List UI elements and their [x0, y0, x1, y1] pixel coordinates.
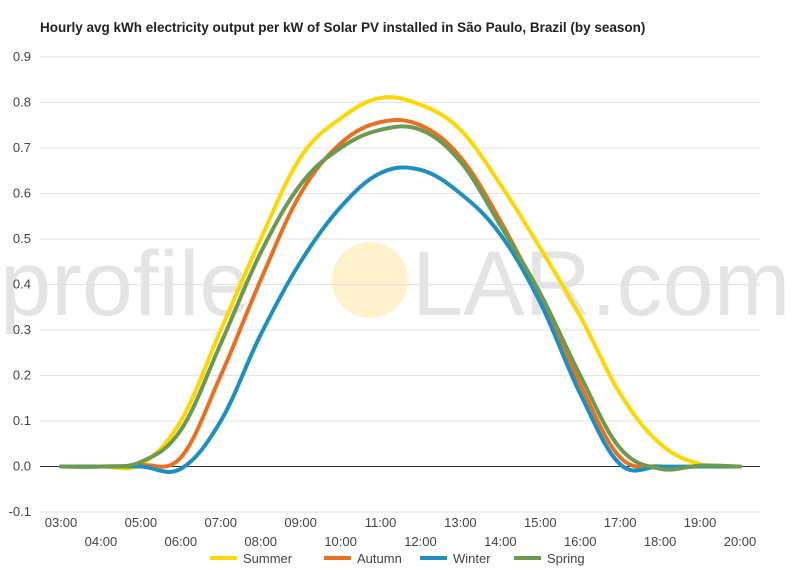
- watermark-sun-icon: [332, 242, 408, 318]
- x-tick-label: 12:00: [404, 534, 437, 549]
- x-tick-label: 07:00: [204, 515, 237, 530]
- y-tick-label: 0.5: [13, 231, 31, 246]
- x-tick-label: 16:00: [564, 534, 597, 549]
- x-tick-label: 05:00: [125, 515, 158, 530]
- legend: Summer Autumn Winter Spring: [210, 551, 585, 566]
- x-tick-label: 17:00: [604, 515, 637, 530]
- x-tick-label: 19:00: [684, 515, 717, 530]
- legend-label-winter: Winter: [453, 551, 491, 566]
- y-tick-label: 0.3: [13, 322, 31, 337]
- y-tick-label: 0.4: [13, 277, 31, 292]
- chart-title: Hourly avg kWh electricity output per kW…: [40, 20, 645, 35]
- x-tick-label: 03:00: [45, 515, 78, 530]
- grid: [40, 56, 760, 513]
- series-line-winter: [59, 165, 742, 474]
- x-axis-ticks: 03:00 04:00 05:00 06:00 07:00 08:00 09:00 10:00…: [45, 515, 757, 549]
- x-tick-label: 06:00: [165, 534, 198, 549]
- x-tick-label: 10:00: [324, 534, 357, 549]
- series-line-spring: [59, 124, 742, 472]
- legend-label-summer: Summer: [243, 551, 293, 566]
- x-tick-label: 08:00: [244, 534, 277, 549]
- legend-label-spring: Spring: [547, 551, 585, 566]
- y-tick-label: -0.1: [9, 504, 31, 519]
- y-axis-ticks: -0.1 0.0 0.1 0.2 0.3 0.4 0.5 0.6 0.7 0.8 0.9: [9, 49, 31, 519]
- series-lines: [59, 95, 742, 474]
- x-tick-label: 18:00: [644, 534, 677, 549]
- y-tick-label: 0.1: [13, 413, 31, 428]
- series-line-autumn: [59, 117, 742, 470]
- x-tick-label: 15:00: [524, 515, 557, 530]
- x-tick-label: 09:00: [284, 515, 317, 530]
- y-tick-label: 0.7: [13, 140, 31, 155]
- y-tick-label: 0.0: [13, 459, 31, 474]
- y-tick-label: 0.6: [13, 186, 31, 201]
- y-tick-label: 0.9: [13, 49, 31, 64]
- x-tick-label: 04:00: [85, 534, 118, 549]
- x-tick-label: 14:00: [484, 534, 517, 549]
- series-line-summer: [59, 95, 742, 471]
- x-tick-label: 13:00: [444, 515, 477, 530]
- x-tick-label: 11:00: [365, 515, 397, 530]
- y-tick-label: 0.8: [13, 95, 31, 110]
- legend-label-autumn: Autumn: [357, 551, 402, 566]
- y-tick-label: 0.2: [13, 368, 31, 383]
- x-tick-label: 20:00: [724, 534, 757, 549]
